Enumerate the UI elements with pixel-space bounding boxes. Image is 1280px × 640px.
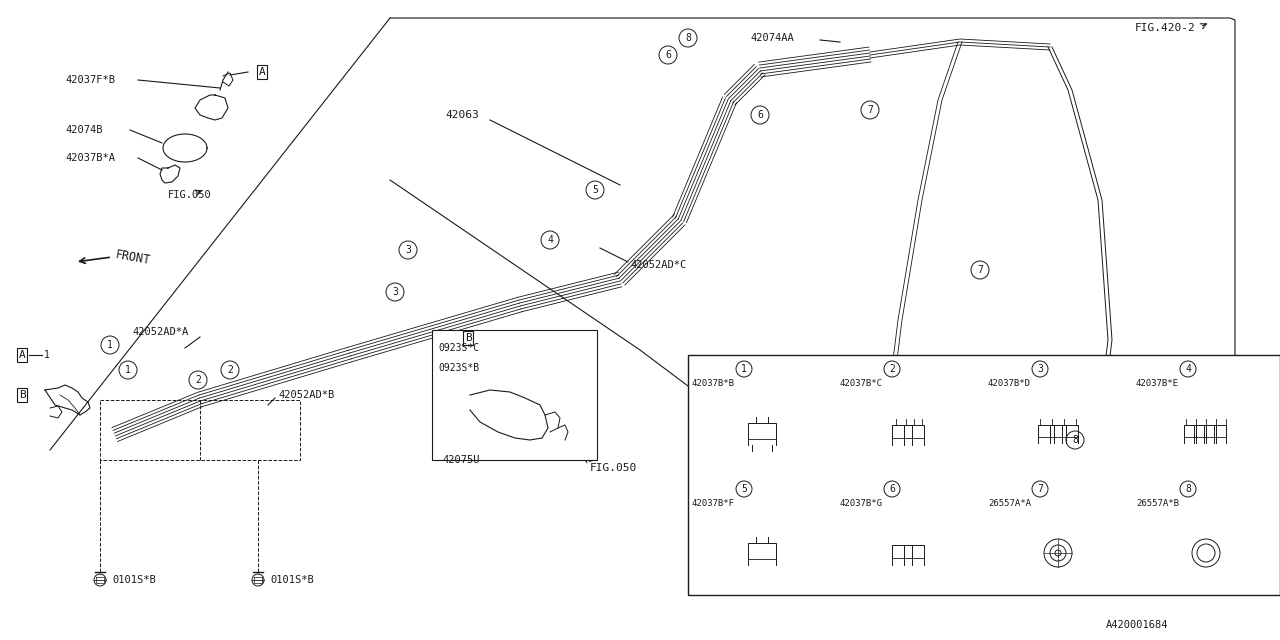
Text: 42074B: 42074B	[65, 125, 102, 135]
Text: A: A	[19, 350, 26, 360]
Text: 3: 3	[392, 287, 398, 297]
Text: 8: 8	[1185, 484, 1190, 494]
Text: 42037B*D: 42037B*D	[988, 378, 1030, 387]
Text: 3: 3	[404, 245, 411, 255]
Text: 1: 1	[125, 365, 131, 375]
Bar	[100, 400, 300, 460]
Text: 42052AD*B: 42052AD*B	[278, 390, 334, 400]
Text: 8: 8	[1073, 435, 1078, 445]
Text: FIG.050: FIG.050	[590, 463, 637, 473]
Text: 1: 1	[741, 364, 748, 374]
Text: 7: 7	[977, 265, 983, 275]
Text: 42075U: 42075U	[442, 455, 480, 465]
Text: 26557A*A: 26557A*A	[988, 499, 1030, 508]
Text: 42037B*B: 42037B*B	[692, 378, 735, 387]
Text: A: A	[259, 67, 265, 77]
Bar	[433, 330, 596, 460]
Text: 42037B*C: 42037B*C	[840, 378, 883, 387]
Text: 0923S*B: 0923S*B	[438, 363, 479, 373]
Text: A420001684: A420001684	[1106, 620, 1169, 630]
Text: FRONT: FRONT	[114, 248, 151, 268]
Text: 42074AA: 42074AA	[750, 33, 794, 43]
Text: 2: 2	[227, 365, 233, 375]
Text: 26557A*B: 26557A*B	[1137, 499, 1179, 508]
Text: B: B	[465, 333, 471, 343]
Text: 3: 3	[1037, 364, 1043, 374]
Text: 0101S*B: 0101S*B	[113, 575, 156, 585]
Text: 0923S*C: 0923S*C	[438, 343, 479, 353]
Text: FIG.420-2: FIG.420-2	[1135, 23, 1196, 33]
Text: 0101S*B: 0101S*B	[270, 575, 314, 585]
Text: 4: 4	[547, 235, 553, 245]
Text: 42037B*F: 42037B*F	[692, 499, 735, 508]
Bar	[689, 355, 1280, 595]
Text: 4: 4	[1185, 364, 1190, 374]
Text: FIG.050: FIG.050	[168, 190, 211, 200]
Text: 2: 2	[195, 375, 201, 385]
Text: 42063: 42063	[445, 110, 479, 120]
Text: 7: 7	[1037, 484, 1043, 494]
Text: 1: 1	[108, 340, 113, 350]
Text: 42052AD*A: 42052AD*A	[132, 327, 188, 337]
Text: 42037B*E: 42037B*E	[1137, 378, 1179, 387]
Text: 42037F*B: 42037F*B	[65, 75, 115, 85]
Text: 5: 5	[593, 185, 598, 195]
Text: 6: 6	[756, 110, 763, 120]
Text: 6: 6	[666, 50, 671, 60]
Text: 5: 5	[741, 484, 748, 494]
Text: B: B	[19, 390, 26, 400]
Text: 42037B*G: 42037B*G	[840, 499, 883, 508]
Text: 6: 6	[890, 484, 895, 494]
Text: 42052AD*C: 42052AD*C	[630, 260, 686, 270]
Text: 8: 8	[685, 33, 691, 43]
Text: 7: 7	[867, 105, 873, 115]
Text: 42037B*A: 42037B*A	[65, 153, 115, 163]
Text: 2: 2	[890, 364, 895, 374]
Text: 1: 1	[44, 350, 50, 360]
